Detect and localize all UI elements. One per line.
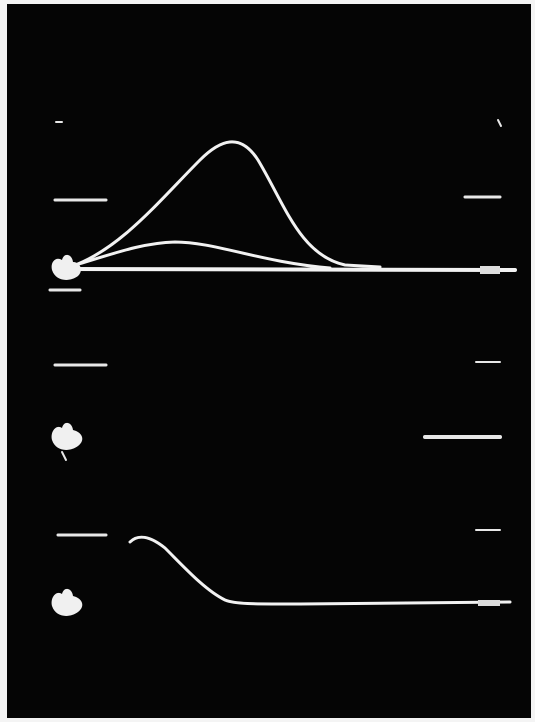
- trace-end-glow: [480, 266, 500, 274]
- oscilloscope-photo: [0, 0, 535, 722]
- screen: [7, 4, 531, 718]
- baseline-trace: [62, 269, 515, 270]
- page: [0, 0, 535, 722]
- trace-end-glow: [478, 600, 500, 606]
